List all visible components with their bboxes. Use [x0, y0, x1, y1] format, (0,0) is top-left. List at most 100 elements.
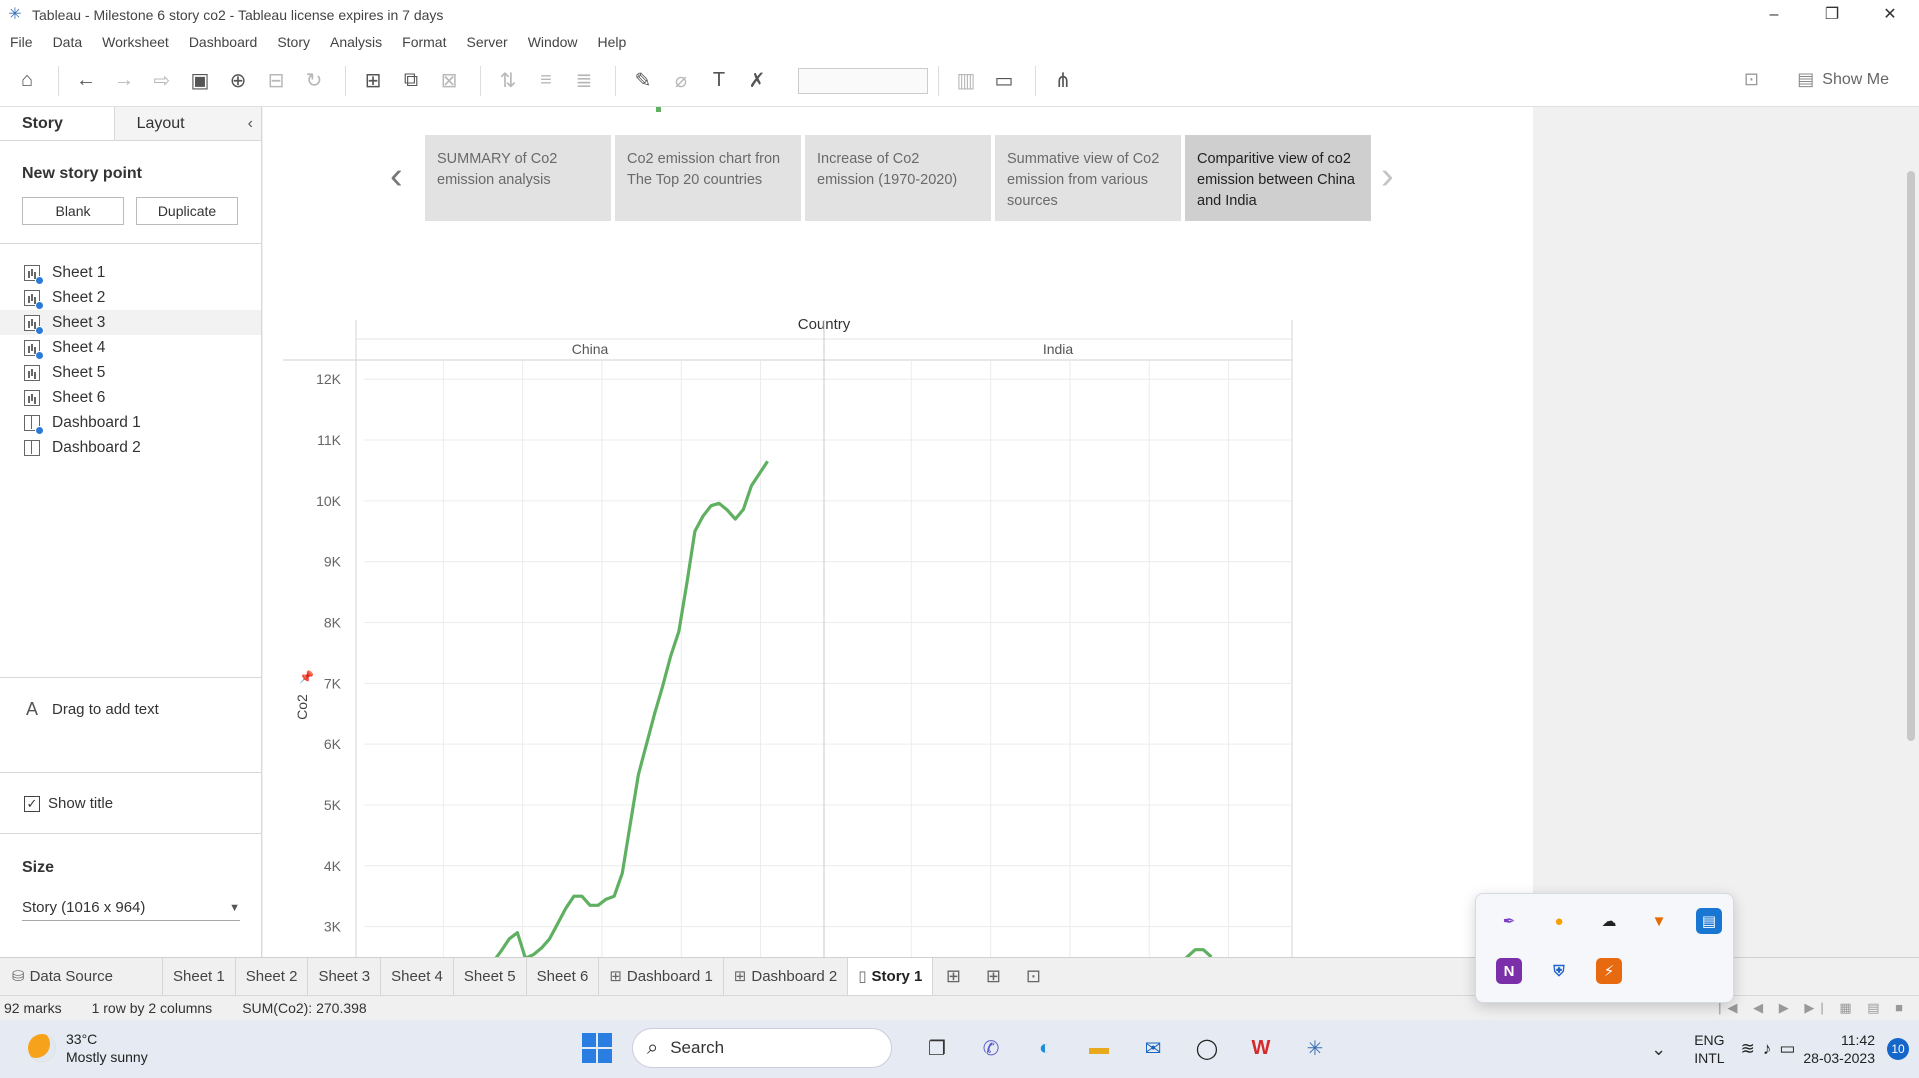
tab-sheet-4[interactable]: Sheet 4 — [381, 957, 454, 996]
show-title-checkbox[interactable]: ✓ Show title — [24, 795, 113, 812]
show-cards-icon[interactable]: ▥ — [956, 70, 976, 92]
swap-icon[interactable]: ⇅ — [499, 70, 517, 92]
previous-story-point-icon[interactable]: ‹ — [390, 155, 403, 197]
windows-start-icon[interactable] — [582, 1033, 612, 1063]
mail-icon[interactable]: ✉ — [1144, 1037, 1162, 1060]
tab-dashboard-2[interactable]: ⊞ Dashboard 2 — [724, 957, 849, 996]
story-point-5[interactable]: Comparitive view of co2 emission between… — [1185, 135, 1371, 221]
replay-icon[interactable]: ⇨ — [153, 70, 171, 92]
tab-sheet-6[interactable]: Sheet 6 — [527, 957, 600, 996]
restore-icon[interactable]: ❐ — [1824, 6, 1840, 23]
tab-story[interactable]: Story — [0, 107, 115, 140]
tab-data-source[interactable]: ⛁ Data Source — [0, 957, 163, 996]
sheet-list-item[interactable]: Sheet 1 — [0, 260, 261, 285]
sheet-list-item[interactable]: Sheet 4 — [0, 335, 261, 360]
presentation-mode-icon[interactable]: ▭ — [994, 70, 1014, 92]
clock[interactable]: 11:42 28-03-2023 — [1803, 1031, 1875, 1067]
menu-help[interactable]: Help — [597, 34, 627, 50]
feather-pen-icon[interactable]: ✒ — [1502, 913, 1516, 930]
duplicate-button[interactable]: Duplicate — [136, 197, 238, 225]
tab-sheet-5[interactable]: Sheet 5 — [454, 957, 527, 996]
blank-button[interactable]: Blank — [22, 197, 124, 225]
labels-icon[interactable]: T — [712, 69, 726, 91]
chevron-up-icon[interactable]: ⌄ — [1651, 1038, 1667, 1059]
edge-browser-icon[interactable]: ◐ — [1038, 1036, 1052, 1059]
new-worksheet-icon[interactable]: ⊞ — [364, 70, 382, 92]
sheet-list-item[interactable]: Sheet 3 — [0, 310, 261, 335]
wps-office-icon[interactable]: W — [1251, 1036, 1271, 1059]
format-painter-icon[interactable]: ⊡ — [1743, 69, 1759, 89]
new-dashboard-tab-icon[interactable]: ⊞ — [985, 966, 1001, 986]
menu-analysis[interactable]: Analysis — [330, 34, 383, 50]
menu-data[interactable]: Data — [52, 34, 83, 50]
collapse-panel-icon[interactable]: ‹ — [247, 115, 253, 132]
sheet-list-item[interactable]: Sheet 2 — [0, 285, 261, 310]
sheet-list-item[interactable]: Dashboard 2 — [0, 435, 261, 460]
remote-desktop-icon[interactable]: ▤ — [1696, 908, 1722, 934]
sheet-list-item[interactable]: Dashboard 1 — [0, 410, 261, 435]
tab-sheet-2[interactable]: Sheet 2 — [236, 957, 309, 996]
fix-axes-icon[interactable]: ✗ — [748, 70, 766, 92]
clear-sheet-icon[interactable]: ⊠ — [440, 70, 458, 92]
dell-icon[interactable]: ◯ — [1195, 1037, 1219, 1060]
menu-dashboard[interactable]: Dashboard — [188, 34, 258, 50]
pause-updates-icon[interactable]: ⊟ — [267, 70, 285, 92]
group-icon[interactable]: ⌀ — [674, 70, 688, 92]
drag-to-add-text[interactable]: A Drag to add text — [26, 699, 159, 720]
menu-window[interactable]: Window — [527, 34, 578, 50]
size-dropdown[interactable]: Story (1016 x 964) ▼ — [22, 895, 240, 921]
tab-sheet-3[interactable]: Sheet 3 — [308, 957, 382, 996]
new-worksheet-tab-icon[interactable]: ⊞ — [945, 966, 961, 986]
file-explorer-icon[interactable]: ▬ — [1089, 1036, 1109, 1059]
menu-file[interactable]: File — [10, 34, 33, 50]
tab-sheet-1[interactable]: Sheet 1 — [163, 957, 236, 996]
sort-ascending-icon[interactable]: ≡ — [540, 69, 552, 91]
next-story-point-icon[interactable]: › — [1381, 155, 1394, 197]
language-indicator[interactable]: ENG INTL — [1694, 1031, 1724, 1067]
menu-worksheet[interactable]: Worksheet — [102, 34, 169, 50]
battery-icon[interactable]: ▭ — [1779, 1039, 1796, 1058]
tab-layout[interactable]: Layout ‹ — [114, 107, 261, 140]
menu-story[interactable]: Story — [277, 34, 310, 50]
new-data-source-icon[interactable]: ⊕ — [229, 70, 247, 92]
teams-chat-icon[interactable]: ✆ — [982, 1037, 1000, 1060]
onenote-icon[interactable]: N — [1496, 958, 1522, 984]
task-view-icon[interactable]: ❐ — [928, 1037, 946, 1060]
undo-icon[interactable]: ← — [76, 69, 96, 91]
minimize-icon[interactable]: – — [1769, 6, 1779, 23]
new-story-tab-icon[interactable]: ⊡ — [1025, 966, 1041, 986]
story-point-3[interactable]: Increase of Co2 emission (1970-2020) — [805, 135, 991, 221]
security-shield-icon[interactable]: ⛨ — [1553, 962, 1565, 980]
orange-app-icon[interactable]: ⚡ — [1596, 958, 1622, 984]
story-point-4[interactable]: Summative view of Co2 emission from vari… — [995, 135, 1181, 221]
notification-badge[interactable]: 10 — [1887, 1038, 1909, 1060]
menu-server[interactable]: Server — [466, 34, 508, 50]
taskbar-search[interactable]: ⌕ Search — [632, 1028, 892, 1068]
wifi-icon[interactable]: ≋ — [1740, 1039, 1755, 1058]
weather-widget[interactable]: 33°C Mostly sunny — [28, 1030, 148, 1066]
sheet-list-item[interactable]: Sheet 5 — [0, 360, 261, 385]
save-icon[interactable]: ▣ — [190, 70, 210, 92]
redo-icon[interactable]: → — [114, 69, 134, 91]
highlight-icon[interactable]: ✎ — [634, 70, 652, 92]
show-me-button[interactable]: ▤ Show Me — [1797, 69, 1889, 90]
tab-navigation-icons[interactable]: |◀ ◀ ▶ ▶| ▦ ▤ ■ — [1718, 1000, 1909, 1015]
sheet-list-item[interactable]: Sheet 6 — [0, 385, 261, 410]
fit-dropdown[interactable] — [798, 67, 928, 94]
refresh-icon[interactable]: ↻ — [305, 70, 323, 92]
tab-story-1[interactable]: ▯ Story 1 — [848, 957, 934, 996]
onedrive-offline-icon[interactable]: ☁ — [1601, 913, 1617, 930]
vlc-icon[interactable]: ▼ — [1651, 912, 1667, 930]
share-icon[interactable]: ⋔ — [1054, 70, 1072, 92]
story-point-1[interactable]: SUMMARY of Co2 emission analysis — [425, 135, 611, 221]
story-point-2[interactable]: Co2 emission chart fron The Top 20 count… — [615, 135, 801, 221]
volume-icon[interactable]: ♪ — [1762, 1039, 1772, 1058]
duplicate-sheet-icon[interactable]: ⧉ — [403, 69, 419, 91]
menu-format[interactable]: Format — [402, 34, 447, 50]
close-icon[interactable]: ✕ — [1883, 6, 1897, 23]
tableau-taskbar-icon[interactable]: ✳ — [1306, 1037, 1324, 1060]
home-icon[interactable]: ⌂ — [20, 69, 34, 91]
vertical-scrollbar[interactable] — [1907, 171, 1915, 741]
sort-descending-icon[interactable]: ≣ — [575, 70, 593, 92]
